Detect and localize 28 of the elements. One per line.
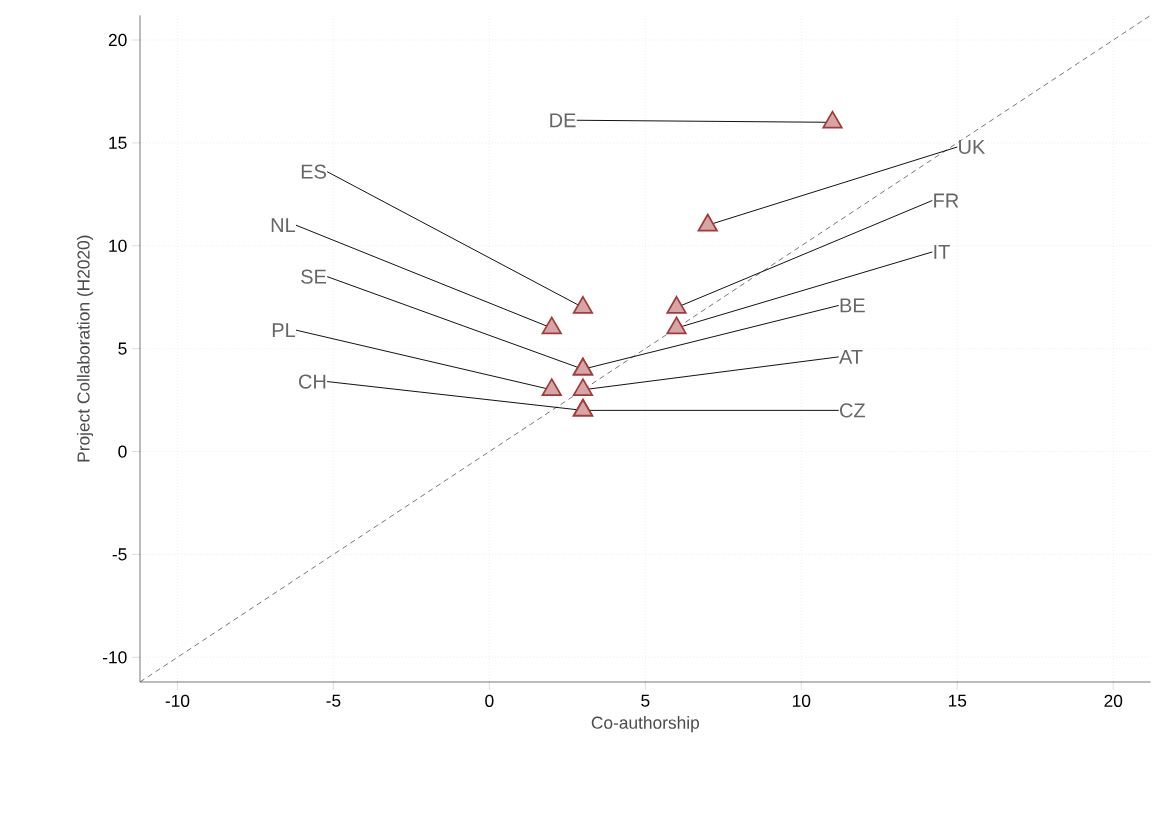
annotation: CH [299,374,326,389]
annotation: UK [959,140,986,154]
x-axis-title: Co-authorship [591,716,700,733]
annotation: AT [839,350,863,364]
y-tick-label: 10 [109,239,127,252]
y-tick-label: 5 [118,342,127,355]
annotation: BE [840,298,865,313]
annotation: CZ [840,403,866,418]
annotation: DE [550,113,576,128]
x-tick-label: 5 [641,694,650,707]
annotation: FR [934,193,959,208]
y-tick-label: -5 [112,548,127,561]
x-tick-label: -10 [165,694,190,707]
annotation: PL [272,323,296,338]
y-tick-label: 20 [108,33,127,47]
x-tick-label: 0 [485,694,494,707]
y-tick-label: -10 [103,651,127,664]
y-tick-label: 0 [118,445,127,458]
y-tick-label: 15 [109,136,127,149]
x-tick-label: -5 [326,694,341,707]
x-tick-label: 15 [948,694,967,707]
y-axis-title: Project Collaboration (H2020) [76,235,94,462]
x-tick-label: 10 [792,694,811,707]
annotation: IT [934,245,950,259]
x-tick-label: 20 [1104,694,1123,707]
annotation: ES [301,164,326,179]
annotation: NL [271,218,296,233]
annotation: SE [301,269,327,284]
